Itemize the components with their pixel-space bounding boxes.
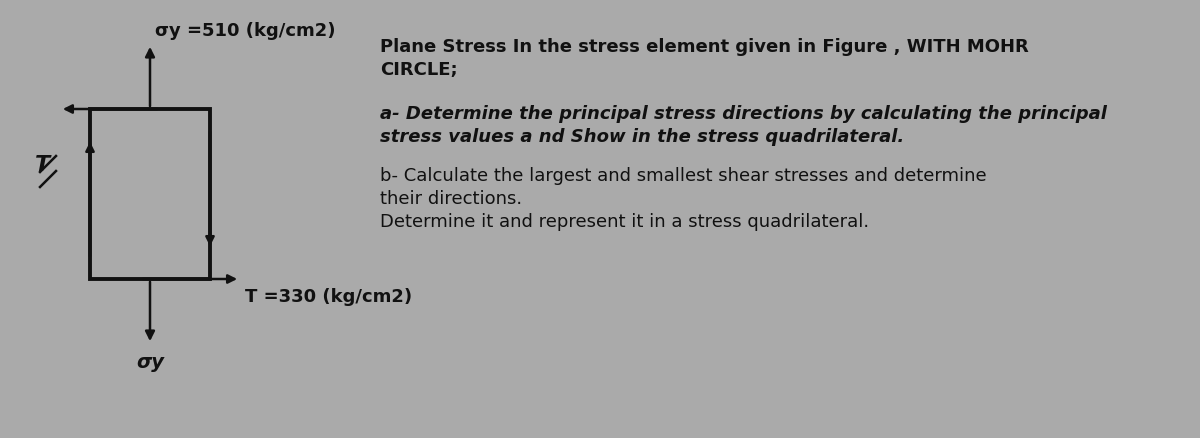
Bar [90,110,210,279]
Text: b- Calculate the largest and smallest shear stresses and determine: b- Calculate the largest and smallest sh… [380,166,986,184]
Text: a- Determine the principal stress directions by calculating the principal: a- Determine the principal stress direct… [380,105,1106,123]
Text: their directions.: their directions. [380,190,522,208]
Text: Determine it and represent it in a stress quadrilateral.: Determine it and represent it in a stres… [380,213,869,231]
Text: σy: σy [136,352,164,371]
Text: T: T [35,155,49,175]
Text: σy =510 (kg/cm2): σy =510 (kg/cm2) [155,22,336,40]
Text: Plane Stress In the stress element given in Figure , WITH MOHR: Plane Stress In the stress element given… [380,38,1028,56]
Text: CIRCLE;: CIRCLE; [380,61,457,79]
Text: stress values a nd Show in the stress quadrilateral.: stress values a nd Show in the stress qu… [380,128,905,146]
Text: T =330 (kg/cm2): T =330 (kg/cm2) [245,287,412,305]
